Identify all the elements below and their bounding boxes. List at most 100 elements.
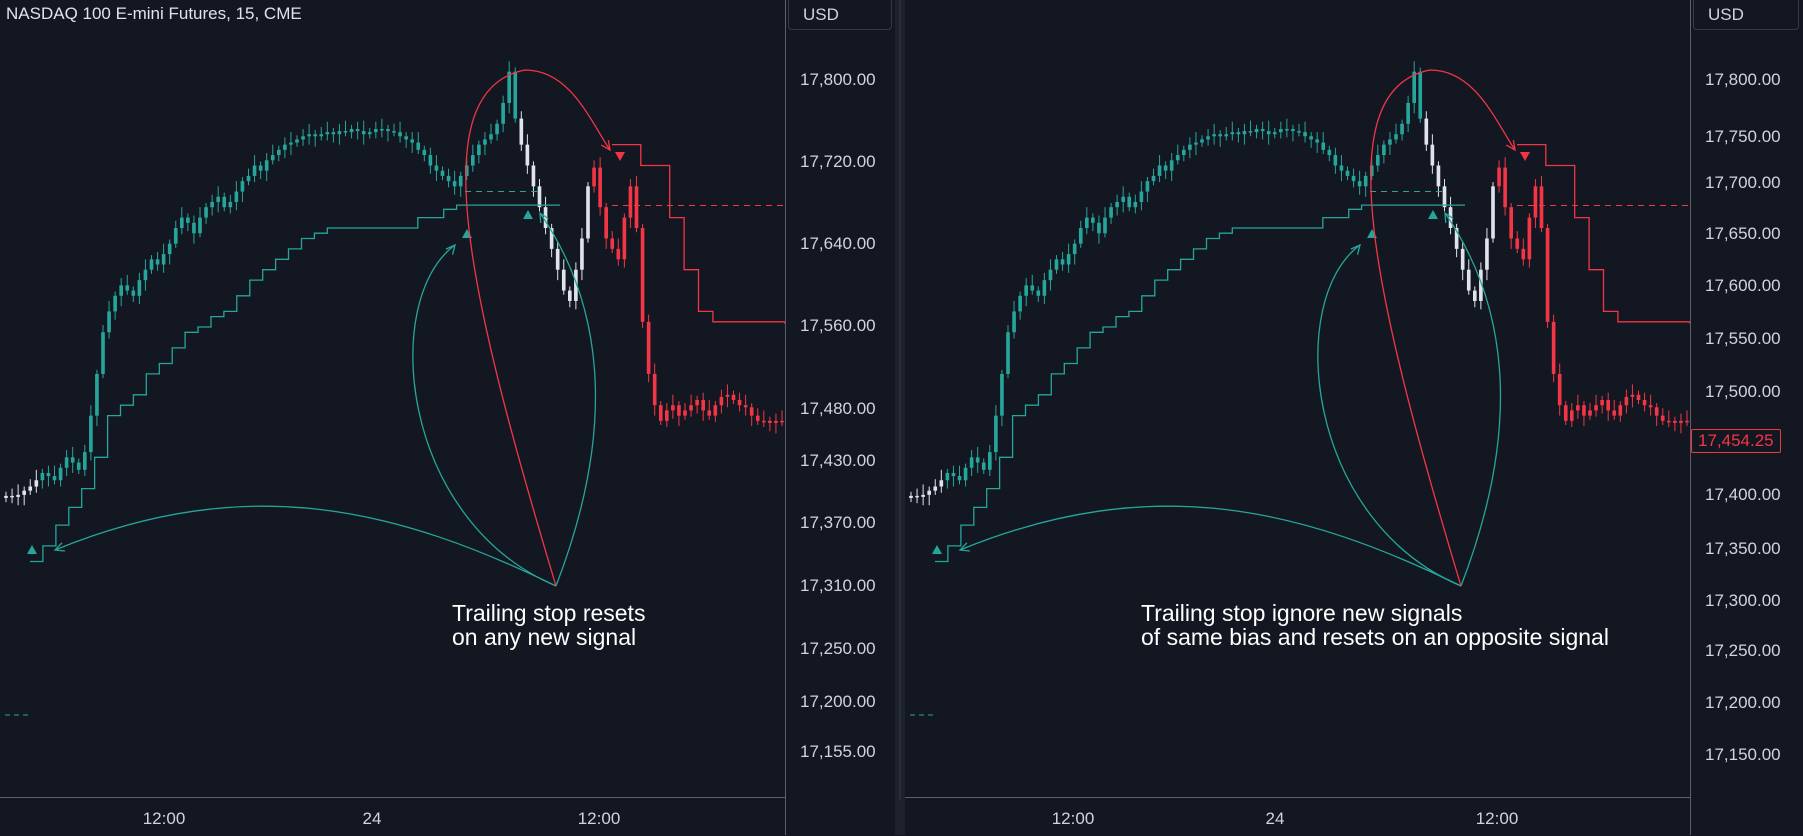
candle-body	[1091, 217, 1095, 223]
price-tick-label: 17,720.00	[800, 152, 876, 171]
candle-body	[1272, 132, 1277, 135]
sell-signal-marker	[1520, 152, 1530, 161]
candle-body	[234, 191, 239, 202]
candle-body	[1066, 254, 1071, 265]
candle-body	[555, 248, 560, 270]
candle-body	[981, 462, 986, 470]
candle-body	[1297, 131, 1301, 133]
left-time-axis[interactable]: 12:00 24 12:00	[0, 797, 785, 836]
candle-body	[975, 457, 980, 463]
candle-body	[198, 217, 202, 234]
candle-body	[1503, 167, 1507, 208]
candle-body	[525, 144, 530, 166]
candle-body	[1588, 410, 1592, 416]
candle-body	[1630, 394, 1635, 397]
candle-body	[701, 400, 706, 411]
candle-body	[464, 165, 469, 176]
candle-body	[28, 486, 33, 491]
candle-body	[258, 165, 263, 171]
right-plot-area[interactable]	[905, 0, 1690, 797]
candle-body	[325, 132, 330, 135]
candle-body	[107, 311, 111, 333]
candle-body	[1109, 207, 1113, 218]
candle-body	[604, 207, 609, 239]
candle-body	[373, 129, 378, 133]
time-label: 12:00	[142, 809, 186, 828]
candle-body	[283, 144, 287, 150]
candle-body	[1442, 186, 1447, 208]
right-time-axis[interactable]: 12:00 24 12:00	[905, 797, 1690, 836]
candle-body	[452, 181, 457, 187]
currency-button[interactable]: USD	[1693, 0, 1799, 30]
candle-body	[1345, 170, 1350, 176]
candle-body	[1285, 129, 1289, 131]
candle-body	[768, 420, 772, 423]
candle-body	[1576, 405, 1580, 411]
candle-body	[1648, 405, 1653, 408]
candle-body	[1436, 165, 1441, 187]
candle-body	[689, 405, 693, 411]
candle-body	[1103, 217, 1107, 234]
price-tick-label: 17,370.00	[800, 513, 876, 532]
candle-body	[725, 394, 730, 397]
price-tick-label: 17,640.00	[800, 234, 876, 253]
candle-body	[1030, 285, 1035, 291]
candle-body	[295, 139, 299, 143]
annotation-arrow-curve	[1370, 69, 1516, 587]
candle-body	[1448, 207, 1453, 229]
right-annotation-line1: Trailing stop ignore new signals	[1141, 600, 1463, 626]
candle-body	[513, 71, 518, 119]
candle-body	[119, 285, 124, 296]
price-tick-label: 17,560.00	[800, 316, 876, 335]
candle-body	[222, 196, 227, 208]
candle-body	[1000, 373, 1004, 416]
candle-body	[16, 494, 20, 497]
candle-body	[173, 228, 178, 244]
candle-body	[1060, 259, 1065, 265]
candle-body	[1369, 165, 1374, 176]
candle-body	[622, 217, 627, 260]
price-tick-label: 17,155.00	[800, 742, 876, 761]
candle-body	[1533, 186, 1538, 218]
candle-body	[1582, 405, 1586, 416]
candle-body	[46, 472, 51, 477]
candle-body	[483, 139, 487, 145]
currency-button[interactable]: USD	[788, 0, 892, 30]
right-chart-pane[interactable]: Trailing stop ignore new signals of same…	[905, 0, 1803, 835]
candle-body	[1509, 207, 1514, 239]
arrow-head	[1444, 211, 1454, 224]
candle-body	[404, 136, 408, 140]
candle-body	[933, 486, 938, 491]
time-label: 24	[1265, 809, 1285, 828]
candle-body	[761, 420, 766, 423]
right-price-axis[interactable]: USD 17,800.00 17,750.00 17,700.00 17,650.00…	[1690, 0, 1803, 835]
candle-body	[780, 420, 784, 423]
left-plot-area[interactable]	[0, 0, 785, 797]
candle-body	[1472, 290, 1477, 301]
price-tick-label: 17,350.00	[1705, 539, 1781, 558]
candle-body	[598, 167, 602, 208]
candle-body	[113, 295, 117, 312]
candle-body	[1339, 165, 1344, 171]
candle-body	[507, 71, 512, 103]
buy-signal-marker	[523, 210, 533, 219]
candle-body	[349, 129, 354, 133]
left-price-axis[interactable]: USD 17,800.00 17,720.00 17,640.00 17,560.00…	[785, 0, 896, 835]
price-tick-label: 17,800.00	[1705, 70, 1781, 89]
candle-body	[664, 410, 669, 421]
candle-body	[921, 494, 925, 497]
candle-body	[1454, 228, 1459, 249]
candle-body	[1515, 238, 1520, 249]
candle-body	[186, 217, 190, 223]
left-chart-pane[interactable]: NASDAQ 100 E-mini Futures, 15, CME Trail…	[0, 0, 895, 835]
annotation-arrow-curve	[539, 212, 597, 587]
candle-body	[1266, 131, 1271, 135]
candle-body	[683, 410, 687, 416]
candle-body	[34, 480, 39, 487]
candle-body	[677, 405, 681, 416]
candle-body	[1072, 243, 1077, 255]
symbol-title[interactable]: NASDAQ 100 E-mini Futures, 15, CME	[6, 4, 302, 23]
candle-body	[1315, 139, 1320, 143]
pane-divider-handle[interactable]	[899, 0, 901, 800]
candle-body	[367, 132, 372, 135]
